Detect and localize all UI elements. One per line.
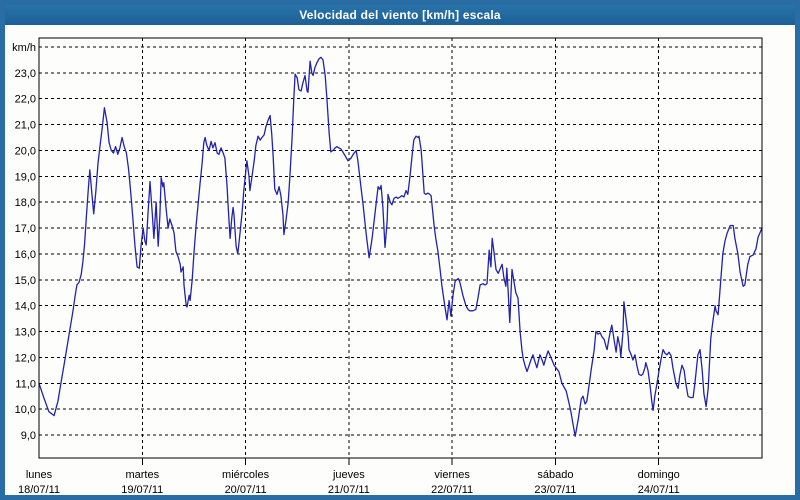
plot-border [38,37,763,459]
x-date-label: 20/07/11 [225,484,267,495]
y-tick-label: 11,0 [15,378,36,390]
y-tick-label: 16,0 [15,249,36,261]
window-title: Velocidad del viento [km/h] escala [299,8,501,22]
title-bar: Velocidad del viento [km/h] escala [5,5,795,25]
x-day-label: viernes [434,469,470,481]
x-day-label: sábado [537,469,573,481]
y-tick-label: 15,0 [15,275,36,287]
x-date-label: 22/07/11 [431,484,473,495]
x-date-label: 24/07/11 [638,484,680,495]
x-day-label: lunes [26,469,53,481]
wind-speed-chart: km/h 23,0 22,0 21,0 20,0 19,0 18,0 17,0 16,0 15,0… [12,37,763,495]
y-axis-unit-label: km/h [12,42,36,54]
y-tick-label: 18,0 [15,197,36,209]
y-tick-label: 14,0 [15,301,36,313]
y-tick-label: 19,0 [15,171,36,183]
y-tick-label: 23,0 [15,68,36,80]
x-day-label: domingo [638,469,680,481]
y-tick-label: 13,0 [15,327,36,339]
y-tick-label: 12,0 [15,352,36,364]
x-date-label: 23/07/11 [534,484,576,495]
y-tick-label: 21,0 [15,120,36,132]
x-day-label: martes [125,469,159,481]
x-day-label: jueves [332,469,365,481]
x-date-label: 19/07/11 [121,484,163,495]
y-tick-label: 20,0 [15,145,36,157]
x-date-label: 21/07/11 [328,484,370,495]
x-date-label: 18/07/11 [18,484,60,495]
x-day-label: miércoles [222,469,270,481]
wind-speed-line [38,56,763,437]
y-tick-label: 22,0 [15,94,36,106]
y-tick-label: 10,0 [15,404,36,416]
chart-area: km/h 23,0 22,0 21,0 20,0 19,0 18,0 17,0 16,0 15,0… [5,25,795,495]
y-tick-label: 9,0 [21,430,36,442]
y-tick-label: 17,0 [15,223,36,235]
